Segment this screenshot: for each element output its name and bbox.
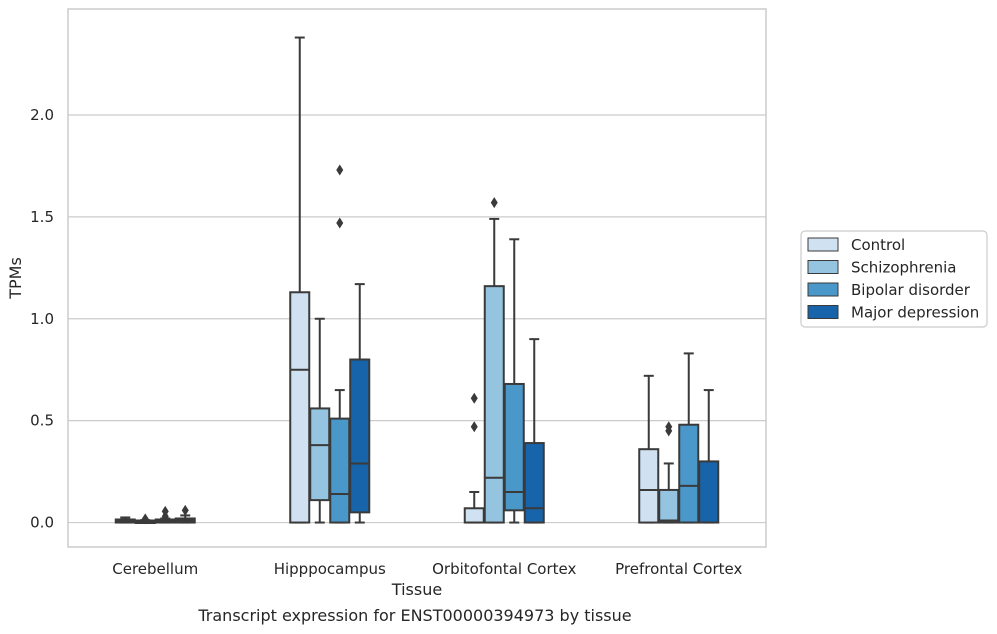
outlier-point [336,164,344,176]
box [463,507,485,524]
outlier-point [470,392,478,404]
legend-label: Bipolar disorder [851,281,971,299]
legend-item: Schizophrenia [807,259,956,277]
legend-label: Major depression [851,304,979,322]
legend-item: Control [807,236,905,254]
box-groups [114,36,720,525]
box-group [309,317,331,524]
y-tick-labels: 0.0 0.5 1.0 1.5 2.0 [30,106,54,532]
outlier-point [665,421,673,433]
legend-swatch [807,305,839,319]
box-group [289,36,311,524]
y-tick-label: 0.5 [30,412,54,430]
box [483,285,505,524]
x-tick-label: Prefrontal Cortex [615,560,742,578]
outlier-point [490,197,498,209]
outlier-point [336,217,344,229]
legend-swatch [807,282,839,297]
gridlines [68,114,766,524]
box [289,291,311,524]
box-group [329,164,351,524]
box-group [463,392,485,524]
chart-caption: Transcript expression for ENST0000039497… [198,606,632,625]
legend-swatch [807,237,839,252]
legend: Control Schizophrenia Bipolar disorder Majo… [800,230,988,328]
y-tick-label: 1.0 [30,310,54,328]
box-group [638,374,660,524]
legend-item: Major depression [807,304,979,322]
box [309,407,331,502]
x-tick-label: Hipppocampus [274,560,386,578]
y-tick-label: 1.5 [30,208,54,226]
outlier-point [141,513,149,525]
outlier-point [470,421,478,433]
y-axis-label: TPMs [6,257,25,300]
box-group [134,513,156,525]
box-group [523,338,545,524]
x-tick-labels: Cerebellum Hipppocampus Orbitofontal Corte… [112,560,742,578]
box [698,460,720,524]
legend-label: Schizophrenia [851,259,956,277]
box [523,442,545,524]
x-tick-label: Cerebellum [112,560,198,578]
plot-frame [67,8,767,548]
box-group [658,421,680,524]
box [638,448,660,524]
legend-item: Bipolar disorder [807,281,971,299]
box-group [503,238,525,524]
y-tick-label: 2.0 [30,106,54,124]
outlier-point [161,505,169,517]
box-group [698,389,720,524]
legend-swatch [807,260,839,274]
box [678,423,700,524]
box-group [174,504,196,524]
box-group [114,516,136,524]
y-tick-label: 0.0 [30,514,54,532]
box [658,488,680,524]
legend-frame [800,230,988,328]
x-axis-label: Tissue [391,580,442,599]
box [349,358,371,514]
box-group [349,283,371,524]
x-tick-label: Orbitofontal Cortex [432,560,576,578]
box-group [483,197,505,524]
box-group [154,505,176,524]
box [329,417,351,524]
outlier-point [181,504,189,516]
legend-label: Control [851,236,905,254]
box-group [678,352,700,524]
